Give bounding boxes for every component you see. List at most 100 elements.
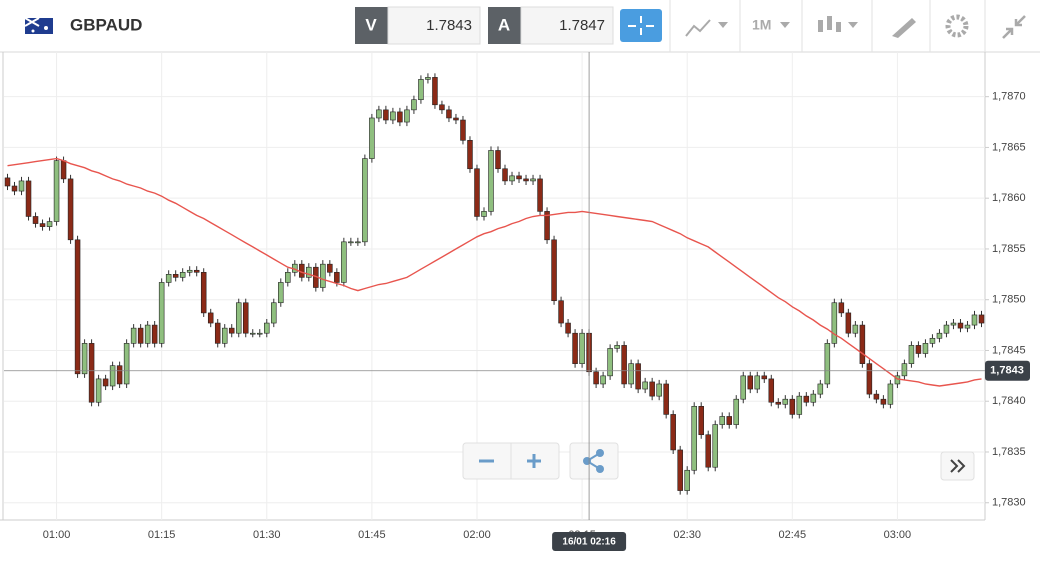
candle-body: [327, 263, 333, 273]
candle-body: [271, 302, 277, 324]
candle-body: [425, 77, 431, 80]
candle-body: [684, 469, 690, 491]
moving-average-line: [7, 157, 982, 387]
candle-body: [733, 398, 739, 425]
candle-body: [488, 150, 494, 212]
candle-body: [649, 381, 655, 397]
y-tick-label: 1,7850: [992, 294, 1026, 306]
candle-body: [593, 371, 599, 385]
y-tick-label: 1,7870: [992, 91, 1026, 103]
candle-body: [383, 109, 389, 121]
sell-price: 1.7843: [426, 17, 472, 34]
sell-button[interactable]: [355, 7, 388, 44]
candle-body: [39, 223, 46, 227]
candle-body: [4, 177, 11, 187]
candle-body: [235, 302, 242, 334]
scroll-end-icon: [950, 459, 966, 473]
candle-body: [579, 332, 585, 364]
candle-body: [32, 216, 39, 224]
x-tick-label: 01:00: [43, 529, 71, 541]
candle-body: [565, 322, 571, 334]
candle-body: [228, 327, 235, 334]
crosshair-price-label: 1,7843: [990, 365, 1024, 377]
candle-body: [915, 345, 922, 354]
candle-body: [53, 160, 60, 222]
y-tick-label: 1,7845: [992, 344, 1026, 356]
candle-body: [621, 345, 627, 385]
candle-body: [151, 324, 158, 344]
candle-body: [558, 300, 564, 324]
buy-price: 1.7847: [559, 17, 605, 34]
candle-body: [817, 383, 824, 395]
y-tick-label: 1,7860: [992, 192, 1026, 204]
candle-body: [109, 365, 116, 387]
crosshair-button[interactable]: [620, 9, 662, 42]
candle-body: [179, 271, 186, 278]
candle-body: [768, 378, 775, 403]
x-tick-label: 01:45: [358, 529, 386, 541]
x-tick-label: 02:30: [673, 529, 701, 541]
crosshair-price-box: [985, 360, 1030, 381]
candle-body: [130, 327, 137, 344]
candle-body: [677, 449, 683, 491]
candle-body: [60, 160, 67, 180]
candle-body: [796, 395, 803, 415]
candle-body: [376, 109, 382, 119]
grid: [4, 52, 985, 520]
candle-icon[interactable]: [818, 16, 841, 32]
dropdown-arrow: [780, 22, 790, 28]
candle-body: [635, 363, 641, 390]
candle-body: [200, 271, 207, 314]
chart-type-icon[interactable]: [685, 19, 711, 37]
candle-body: [116, 365, 123, 385]
candle-body: [453, 117, 459, 121]
candle-body: [355, 241, 361, 244]
candle-body: [495, 150, 501, 170]
candle-body: [257, 332, 263, 335]
candle-body: [418, 79, 424, 101]
candle-body: [67, 178, 74, 241]
buy-button[interactable]: [488, 7, 521, 44]
settings-icon[interactable]: [945, 14, 969, 38]
candle-body: [740, 375, 747, 400]
draw-icon[interactable]: [892, 18, 916, 38]
x-tick-label: 03:00: [884, 529, 912, 541]
candle-body: [845, 312, 852, 334]
candle-body: [922, 343, 929, 354]
y-tick-label: 1,7840: [992, 395, 1026, 407]
candle-body: [537, 178, 543, 212]
candle-body: [712, 424, 718, 468]
share-button[interactable]: [569, 442, 619, 480]
candle-body: [607, 348, 613, 377]
candle-body: [747, 375, 754, 390]
candle-body: [341, 241, 347, 283]
candle-body: [852, 324, 859, 334]
candle-body: [446, 109, 452, 119]
candle-body: [698, 405, 704, 436]
candle-body: [824, 343, 831, 385]
flag: [24, 17, 53, 34]
crosshair-time-box: [552, 532, 627, 551]
candle-body: [971, 314, 978, 326]
interval[interactable]: 1M: [752, 17, 771, 33]
x-tick-label: 01:15: [148, 529, 176, 541]
zoom-in[interactable]: [527, 454, 541, 468]
candle-body: [299, 263, 305, 278]
x-tick-label: 01:30: [253, 529, 281, 541]
candle-body: [369, 117, 375, 159]
y-tick-label: 1,7855: [992, 243, 1026, 255]
candle-body: [165, 274, 172, 283]
candle-body: [943, 324, 950, 334]
candle-body: [656, 383, 662, 397]
collapse-icon[interactable]: [1002, 15, 1026, 39]
crosshair-icon: [628, 16, 654, 35]
candle-body: [509, 175, 515, 182]
candle-body: [978, 314, 985, 324]
buy-box: [520, 6, 614, 45]
candle-body: [866, 363, 873, 395]
candle-body: [18, 180, 25, 192]
candle-body: [390, 111, 396, 121]
x-tick-label: 02:45: [779, 529, 807, 541]
candle-body: [474, 168, 480, 217]
